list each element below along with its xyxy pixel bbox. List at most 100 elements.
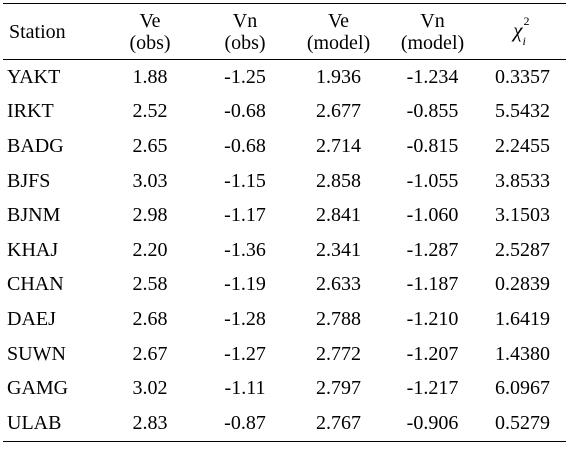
cell-station: IRKT <box>7 100 54 123</box>
cell-ve-model: 2.858 <box>316 169 361 192</box>
cell-chi2: 1.4380 <box>495 342 550 365</box>
cell-vn-obs: -0.68 <box>224 134 266 157</box>
cell-ve-obs: 2.83 <box>132 411 168 434</box>
table-body: YAKT 1.88 -1.25 1.936 -1.234 0.3357 IRKT 2.52 -0… <box>3 60 566 442</box>
cell-chi2: 6.0967 <box>495 377 550 400</box>
cell-chi2: 2.5287 <box>495 238 550 261</box>
cell-ve-model: 2.767 <box>316 411 361 434</box>
cell-chi2: 3.1503 <box>495 204 550 227</box>
cell-station: DAEJ <box>7 307 56 330</box>
cell-ve-obs: 3.03 <box>132 169 168 192</box>
header-vn-model: Vn (model) <box>386 4 479 60</box>
chi-superscript: 2 <box>523 13 530 28</box>
cell-vn-obs: -1.15 <box>224 169 266 192</box>
header-vn-model-line1: Vn <box>420 9 445 32</box>
cell-ve-obs: 2.65 <box>132 134 168 157</box>
cell-ve-obs: 2.68 <box>132 307 168 330</box>
header-station-label: Station <box>9 20 66 43</box>
cell-vn-obs: -1.19 <box>224 273 266 296</box>
cell-vn-model: -0.855 <box>406 100 459 123</box>
cell-ve-obs: 2.52 <box>132 100 168 123</box>
cell-station: ULAB <box>7 411 62 434</box>
cell-vn-obs: -1.28 <box>224 307 266 330</box>
cell-station: KHAJ <box>7 238 59 261</box>
cell-vn-model: -1.207 <box>406 342 459 365</box>
cell-station: GAMG <box>7 377 69 400</box>
header-ve-obs: Ve (obs) <box>101 4 199 60</box>
cell-vn-model: -1.210 <box>406 307 459 330</box>
cell-ve-model: 2.841 <box>316 204 361 227</box>
cell-chi2: 0.5279 <box>495 411 550 434</box>
cell-ve-obs: 2.67 <box>132 342 168 365</box>
chi-squared-symbol: χ2 i <box>513 14 532 48</box>
header-row: Station Ve (obs) Vn (obs) Ve (model) Vn … <box>3 3 566 60</box>
cell-ve-model: 2.772 <box>316 342 361 365</box>
table-row: YAKT 1.88 -1.25 1.936 -1.234 0.3357 <box>3 60 566 95</box>
cell-ve-obs: 1.88 <box>132 65 168 88</box>
cell-vn-model: -1.287 <box>406 238 459 261</box>
table-row: DAEJ 2.68 -1.28 2.788 -1.210 1.6419 <box>3 302 566 337</box>
table-row: ULAB 2.83 -0.87 2.767 -0.906 0.5279 <box>3 406 566 442</box>
cell-ve-obs: 3.02 <box>132 377 168 400</box>
header-vn-model-line2: (model) <box>400 31 465 54</box>
table-row: BJFS 3.03 -1.15 2.858 -1.055 3.8533 <box>3 164 566 199</box>
station-velocity-table: Station Ve (obs) Vn (obs) Ve (model) Vn … <box>3 3 566 442</box>
cell-ve-model: 1.936 <box>316 65 361 88</box>
header-vn-obs-line1: Vn <box>232 9 258 32</box>
header-ve-model: Ve (model) <box>291 4 386 60</box>
table-row: IRKT 2.52 -0.68 2.677 -0.855 5.5432 <box>3 95 566 130</box>
cell-chi2: 3.8533 <box>495 169 550 192</box>
header-vn-obs-line2: (obs) <box>224 31 266 54</box>
table-row: BADG 2.65 -0.68 2.714 -0.815 2.2455 <box>3 129 566 164</box>
cell-ve-model: 2.677 <box>316 100 361 123</box>
cell-station: BJNM <box>7 204 61 227</box>
cell-ve-obs: 2.98 <box>132 204 168 227</box>
header-ve-obs-line2: (obs) <box>129 31 171 54</box>
cell-chi2: 2.2455 <box>495 134 550 157</box>
cell-ve-model: 2.633 <box>316 273 361 296</box>
cell-ve-model: 2.714 <box>316 134 361 157</box>
cell-vn-obs: -1.27 <box>224 342 266 365</box>
chi-subscript: i <box>522 34 526 49</box>
cell-vn-model: -1.234 <box>406 65 459 88</box>
cell-station: YAKT <box>7 65 61 88</box>
header-station: Station <box>3 4 101 60</box>
header-vn-obs: Vn (obs) <box>199 4 291 60</box>
table-row: KHAJ 2.20 -1.36 2.341 -1.287 2.5287 <box>3 233 566 268</box>
cell-vn-model: -1.217 <box>406 377 459 400</box>
cell-ve-model: 2.341 <box>316 238 361 261</box>
cell-vn-obs: -1.11 <box>224 377 266 400</box>
station-velocity-table-container: Station Ve (obs) Vn (obs) Ve (model) Vn … <box>3 3 566 448</box>
cell-chi2: 0.3357 <box>495 65 550 88</box>
chi-letter: χ <box>513 17 523 42</box>
cell-vn-model: -0.815 <box>406 134 459 157</box>
cell-vn-obs: -0.68 <box>224 100 266 123</box>
header-ve-model-line2: (model) <box>306 31 371 54</box>
cell-station: BADG <box>7 134 64 157</box>
table-row: SUWN 2.67 -1.27 2.772 -1.207 1.4380 <box>3 337 566 372</box>
cell-vn-model: -1.060 <box>406 204 459 227</box>
table-header: Station Ve (obs) Vn (obs) Ve (model) Vn … <box>3 3 566 60</box>
table-row: CHAN 2.58 -1.19 2.633 -1.187 0.2839 <box>3 268 566 303</box>
cell-ve-model: 2.788 <box>316 307 361 330</box>
cell-chi2: 0.2839 <box>495 273 550 296</box>
cell-station: SUWN <box>7 342 66 365</box>
cell-vn-obs: -1.17 <box>224 204 266 227</box>
cell-station: CHAN <box>7 273 64 296</box>
cell-vn-obs: -1.25 <box>224 65 266 88</box>
header-chi-squared: χ2 i <box>479 4 566 60</box>
cell-vn-model: -0.906 <box>406 411 459 434</box>
cell-chi2: 1.6419 <box>495 307 550 330</box>
cell-vn-obs: -0.87 <box>224 411 266 434</box>
cell-ve-obs: 2.20 <box>132 238 168 261</box>
cell-chi2: 5.5432 <box>495 100 550 123</box>
cell-station: BJFS <box>7 169 51 192</box>
header-ve-model-line1: Ve <box>327 9 350 32</box>
cell-ve-model: 2.797 <box>316 377 361 400</box>
cell-vn-model: -1.055 <box>406 169 459 192</box>
table-row: BJNM 2.98 -1.17 2.841 -1.060 3.1503 <box>3 198 566 233</box>
cell-vn-model: -1.187 <box>406 273 459 296</box>
table-row: GAMG 3.02 -1.11 2.797 -1.217 6.0967 <box>3 371 566 406</box>
cell-vn-obs: -1.36 <box>224 238 266 261</box>
header-ve-obs-line1: Ve <box>139 9 161 32</box>
